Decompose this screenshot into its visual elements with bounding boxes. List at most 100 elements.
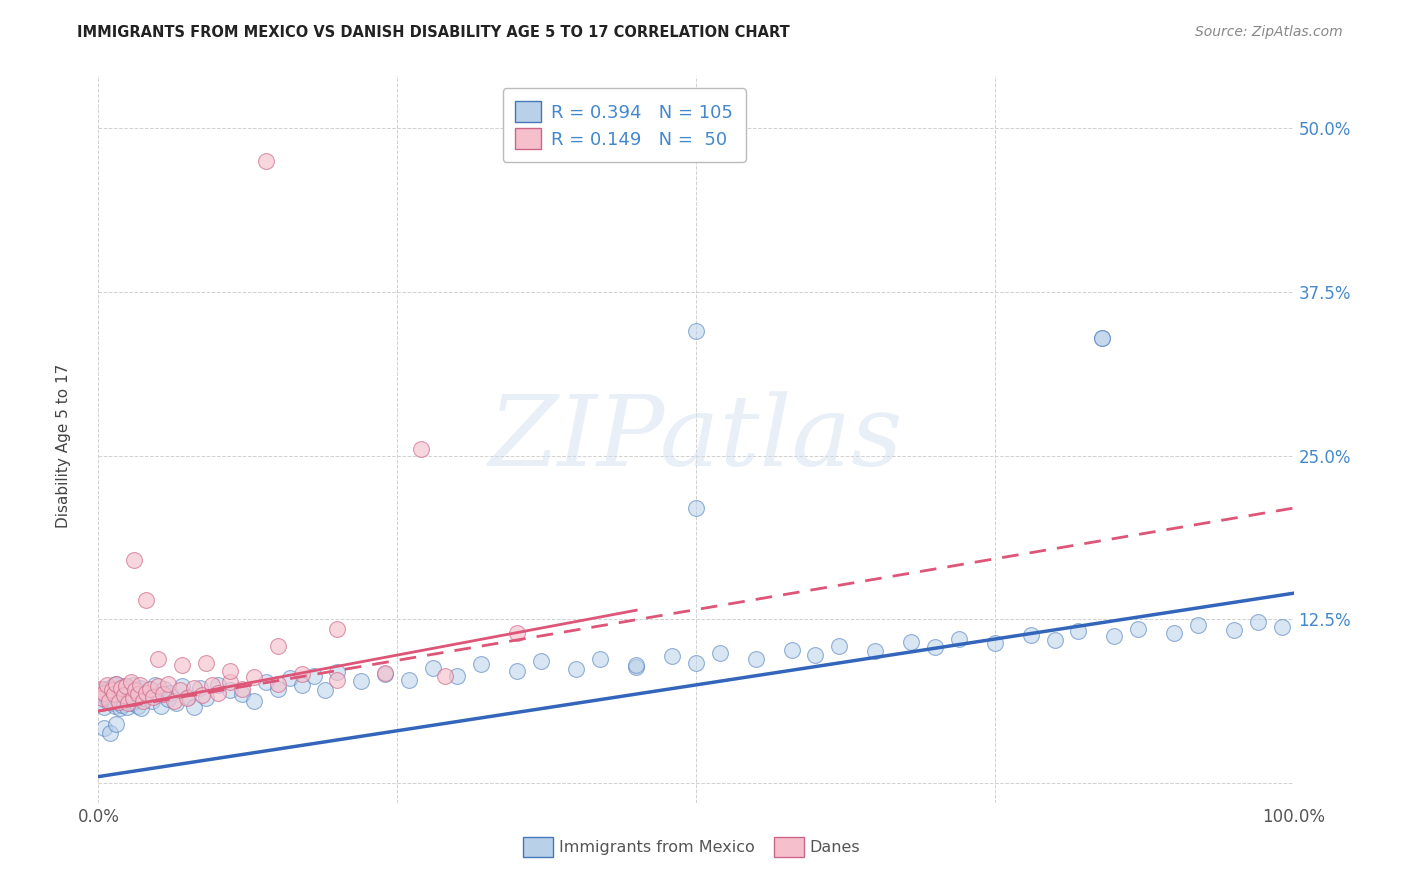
Point [114, 690, 136, 704]
Point [153, 681, 176, 696]
Point [191, 689, 214, 703]
Point [115, 679, 138, 693]
Point [530, 654, 553, 668]
Point [91, 691, 114, 706]
Point [183, 681, 205, 695]
Point [219, 675, 242, 690]
Point [589, 651, 612, 665]
Point [127, 698, 149, 713]
Point [1163, 625, 1185, 640]
Point [111, 684, 134, 698]
Text: Immigrants from Mexico: Immigrants from Mexico [558, 840, 754, 855]
Point [98, 692, 122, 706]
Point [108, 701, 131, 715]
Point [243, 670, 266, 684]
Point [626, 659, 648, 673]
Point [90, 684, 112, 698]
Point [129, 678, 152, 692]
Point [148, 689, 170, 703]
Point [207, 686, 229, 700]
Point [900, 634, 922, 648]
Point [135, 687, 157, 701]
Point [90, 681, 112, 696]
Point [1187, 617, 1209, 632]
Point [195, 691, 218, 706]
Point [103, 687, 125, 701]
Point [141, 693, 163, 707]
Legend: R = 0.394   N = 105, R = 0.149   N =  50: R = 0.394 N = 105, R = 0.149 N = 50 [502, 88, 747, 161]
Point [506, 625, 529, 640]
Point [94, 690, 117, 704]
Point [278, 671, 301, 685]
Point [156, 676, 179, 690]
Point [804, 648, 827, 662]
Point [118, 692, 141, 706]
Point [104, 698, 127, 713]
Text: Source: ZipAtlas.com: Source: ZipAtlas.com [1195, 25, 1343, 39]
Point [103, 678, 125, 692]
Point [91, 687, 114, 701]
Text: IMMIGRANTS FROM MEXICO VS DANISH DISABILITY AGE 5 TO 17 CORRELATION CHART: IMMIGRANTS FROM MEXICO VS DANISH DISABIL… [77, 25, 790, 40]
Point [98, 726, 122, 740]
Point [326, 622, 349, 636]
Point [112, 679, 135, 693]
Point [148, 651, 170, 665]
Point [156, 692, 179, 706]
Point [98, 681, 122, 695]
Point [131, 691, 153, 706]
Point [129, 681, 152, 695]
Point [131, 701, 153, 715]
Point [124, 683, 146, 698]
Point [105, 687, 128, 701]
Point [107, 695, 129, 709]
Point [98, 686, 121, 700]
Point [201, 678, 224, 692]
Point [142, 690, 165, 704]
Point [267, 639, 290, 653]
Point [565, 662, 588, 676]
Point [1223, 623, 1246, 637]
Point [122, 691, 145, 706]
Point [111, 698, 134, 712]
Point [110, 691, 132, 706]
Point [176, 691, 198, 706]
Point [685, 501, 707, 516]
Point [138, 683, 160, 698]
Point [291, 667, 314, 681]
Point [254, 153, 277, 168]
Point [924, 640, 946, 654]
Point [143, 678, 166, 692]
Text: ZIPatlas: ZIPatlas [489, 392, 903, 487]
Point [446, 669, 468, 683]
Text: Disability Age 5 to 17: Disability Age 5 to 17 [56, 364, 70, 528]
Point [91, 691, 114, 706]
Point [117, 681, 139, 696]
Point [96, 683, 118, 698]
Point [117, 696, 139, 710]
Text: Danes: Danes [810, 840, 860, 855]
Point [207, 678, 229, 692]
Point [326, 673, 349, 687]
Point [470, 657, 492, 671]
Point [1067, 624, 1090, 639]
Point [149, 698, 172, 713]
Point [159, 686, 181, 700]
Point [124, 693, 146, 707]
Point [93, 686, 115, 700]
Point [254, 675, 277, 690]
Point [1104, 630, 1126, 644]
Point [1091, 331, 1114, 345]
Point [374, 667, 396, 681]
Point [709, 647, 731, 661]
Point [96, 678, 118, 692]
Point [105, 717, 128, 731]
Point [93, 721, 115, 735]
Point [315, 683, 337, 698]
Point [121, 696, 143, 710]
Point [302, 669, 325, 683]
Point [685, 656, 707, 670]
Point [243, 693, 266, 707]
Point [101, 696, 124, 710]
Point [131, 693, 153, 707]
Point [350, 673, 373, 688]
